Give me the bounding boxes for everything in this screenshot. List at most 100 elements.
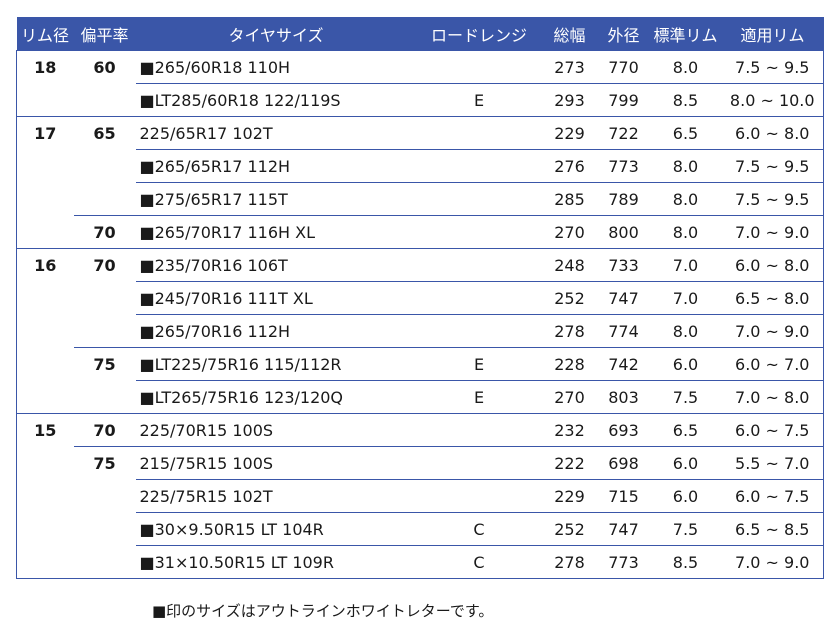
- table-cell-rim-diameter: 18: [16, 50, 74, 84]
- table-cell-aspect-ratio: 75: [73, 446, 136, 480]
- table-cell-load-range: [416, 149, 542, 183]
- table-cell-load-range: C: [416, 545, 542, 579]
- table-cell-load-range: [416, 413, 542, 447]
- table-cell-tire-size: 225/75R15 102T: [135, 479, 417, 513]
- table-cell-standard-rim: 6.5: [649, 413, 722, 447]
- table-row: 225/75R15 102T 229 715 6.0 6.0 ~ 7.5: [16, 479, 824, 513]
- footnote: ■印のサイズはアウトラインホワイトレターです。: [152, 602, 494, 620]
- table-cell-total-width: 229: [541, 116, 598, 150]
- table-cell-applicable-rim: 6.0 ~ 8.0: [721, 116, 824, 150]
- table-row: 16 70 ■235/70R16 106T 248 733 7.0 6.0 ~ 8.0: [16, 248, 824, 282]
- table-row: ■LT285/60R18 122/119S E 293 799 8.5 8.0 ~ 10.…: [16, 83, 824, 117]
- table-cell-outer-diameter: 773: [597, 545, 650, 579]
- table-cell-load-range: [416, 248, 542, 282]
- table-cell-standard-rim: 8.0: [649, 50, 722, 84]
- table-cell-tire-size: ■265/60R18 110H: [135, 50, 417, 84]
- table-cell-tire-size: ■30×9.50R15 LT 104R: [135, 512, 417, 546]
- table-cell-rim-diameter: [16, 149, 74, 183]
- table-cell-rim-diameter: [16, 182, 74, 216]
- table-cell-applicable-rim: 6.0 ~ 7.5: [721, 413, 824, 447]
- table-cell-aspect-ratio: 60: [73, 50, 136, 84]
- table-cell-applicable-rim: 6.0 ~ 8.0: [721, 248, 824, 282]
- header-outer-diameter: 外径: [597, 17, 650, 51]
- table-cell-load-range: [416, 182, 542, 216]
- table-cell-total-width: 229: [541, 479, 598, 513]
- table-cell-applicable-rim: 7.5 ~ 9.5: [721, 182, 824, 216]
- table-cell-load-range: [416, 116, 542, 150]
- table-cell-outer-diameter: 742: [597, 347, 650, 381]
- header-load-range: ロードレンジ: [416, 17, 542, 51]
- table-cell-load-range: E: [416, 347, 542, 381]
- table-cell-applicable-rim: 8.0 ~ 10.0: [721, 83, 824, 117]
- table-cell-standard-rim: 6.5: [649, 116, 722, 150]
- table-row: ■245/70R16 111T XL 252 747 7.0 6.5 ~ 8.0: [16, 281, 824, 315]
- table-cell-total-width: 232: [541, 413, 598, 447]
- table-row: 15 70 225/70R15 100S 232 693 6.5 6.0 ~ 7.5: [16, 413, 824, 447]
- table-cell-aspect-ratio: 75: [73, 347, 136, 381]
- header-row: リム径 偏平率 タイヤサイズ ロードレンジ 総幅 外径 標準リム 適用リム: [16, 17, 824, 51]
- table-cell-standard-rim: 7.5: [649, 380, 722, 414]
- header-standard-rim: 標準リム: [649, 17, 722, 51]
- table-cell-rim-diameter: [16, 215, 74, 249]
- table-row: 17 65 225/65R17 102T 229 722 6.5 6.0 ~ 8.0: [16, 116, 824, 150]
- table-cell-standard-rim: 6.0: [649, 479, 722, 513]
- table-cell-outer-diameter: 722: [597, 116, 650, 150]
- table-cell-rim-diameter: [16, 446, 74, 480]
- table-cell-tire-size: ■275/65R17 115T: [135, 182, 417, 216]
- table-cell-load-range: [416, 479, 542, 513]
- table-cell-rim-diameter: [16, 347, 74, 381]
- table-body: 18 60 ■265/60R18 110H 273 770 8.0 7.5 ~ 9.5 ■LT…: [16, 50, 824, 579]
- table-row: ■30×9.50R15 LT 104R C 252 747 7.5 6.5 ~ 8.5: [16, 512, 824, 546]
- table-cell-tire-size: 225/65R17 102T: [135, 116, 417, 150]
- table-cell-rim-diameter: [16, 479, 74, 513]
- table-cell-aspect-ratio: [74, 381, 136, 414]
- table-cell-rim-diameter: 15: [16, 413, 74, 447]
- table-cell-aspect-ratio: [74, 513, 136, 546]
- table-cell-total-width: 252: [541, 281, 598, 315]
- table-cell-total-width: 222: [541, 446, 598, 480]
- table-cell-aspect-ratio: [74, 84, 136, 117]
- table-cell-tire-size: ■235/70R16 106T: [135, 248, 417, 282]
- table-cell-outer-diameter: 693: [597, 413, 650, 447]
- table-cell-aspect-ratio: [74, 480, 136, 513]
- table-row: ■31×10.50R15 LT 109R C 278 773 8.5 7.0 ~ 9.0: [16, 545, 824, 579]
- table-cell-total-width: 228: [541, 347, 598, 381]
- table-cell-tire-size: 225/70R15 100S: [135, 413, 417, 447]
- table-cell-rim-diameter: [16, 512, 74, 546]
- table-cell-outer-diameter: 733: [597, 248, 650, 282]
- tire-size-table: リム径 偏平率 タイヤサイズ ロードレンジ 総幅 外径 標準リム 適用リム 18…: [16, 17, 824, 579]
- table-cell-outer-diameter: 803: [597, 380, 650, 414]
- table-cell-tire-size: ■LT225/75R16 115/112R: [135, 347, 417, 381]
- header-total-width: 総幅: [541, 17, 598, 51]
- table-cell-applicable-rim: 6.0 ~ 7.5: [721, 479, 824, 513]
- table-cell-standard-rim: 8.5: [649, 545, 722, 579]
- table-cell-load-range: [416, 50, 542, 84]
- table-cell-standard-rim: 7.0: [649, 248, 722, 282]
- table-cell-standard-rim: 8.0: [649, 314, 722, 348]
- table-cell-aspect-ratio: 70: [73, 215, 136, 249]
- table-cell-applicable-rim: 6.5 ~ 8.5: [721, 512, 824, 546]
- table-cell-load-range: E: [416, 83, 542, 117]
- table-cell-aspect-ratio: [74, 282, 136, 315]
- table-cell-tire-size: ■265/70R16 112H: [135, 314, 417, 348]
- table-cell-standard-rim: 6.0: [649, 347, 722, 381]
- table-cell-applicable-rim: 7.5 ~ 9.5: [721, 50, 824, 84]
- table-cell-aspect-ratio: [73, 545, 136, 579]
- table-cell-applicable-rim: 7.0 ~ 9.0: [721, 545, 824, 579]
- table-row: 18 60 ■265/60R18 110H 273 770 8.0 7.5 ~ 9.5: [16, 50, 824, 84]
- table-cell-applicable-rim: 5.5 ~ 7.0: [721, 446, 824, 480]
- header-tire-size: タイヤサイズ: [135, 17, 417, 51]
- table-cell-applicable-rim: 6.0 ~ 7.0: [721, 347, 824, 381]
- table-cell-load-range: E: [416, 380, 542, 414]
- table-cell-applicable-rim: 7.0 ~ 9.0: [721, 215, 824, 249]
- table-row: 75 215/75R15 100S 222 698 6.0 5.5 ~ 7.0: [16, 446, 824, 480]
- table-cell-total-width: 278: [541, 545, 598, 579]
- table-cell-outer-diameter: 799: [597, 83, 650, 117]
- table-cell-tire-size: ■245/70R16 111T XL: [135, 281, 417, 315]
- table-cell-applicable-rim: 7.0 ~ 9.0: [721, 314, 824, 348]
- table-cell-standard-rim: 8.0: [649, 182, 722, 216]
- table-cell-load-range: C: [416, 512, 542, 546]
- table-cell-aspect-ratio: 70: [73, 413, 136, 447]
- table-row: ■265/65R17 112H 276 773 8.0 7.5 ~ 9.5: [16, 149, 824, 183]
- table-row: 75 ■LT225/75R16 115/112R E 228 742 6.0 6.0 ~ 7…: [16, 347, 824, 381]
